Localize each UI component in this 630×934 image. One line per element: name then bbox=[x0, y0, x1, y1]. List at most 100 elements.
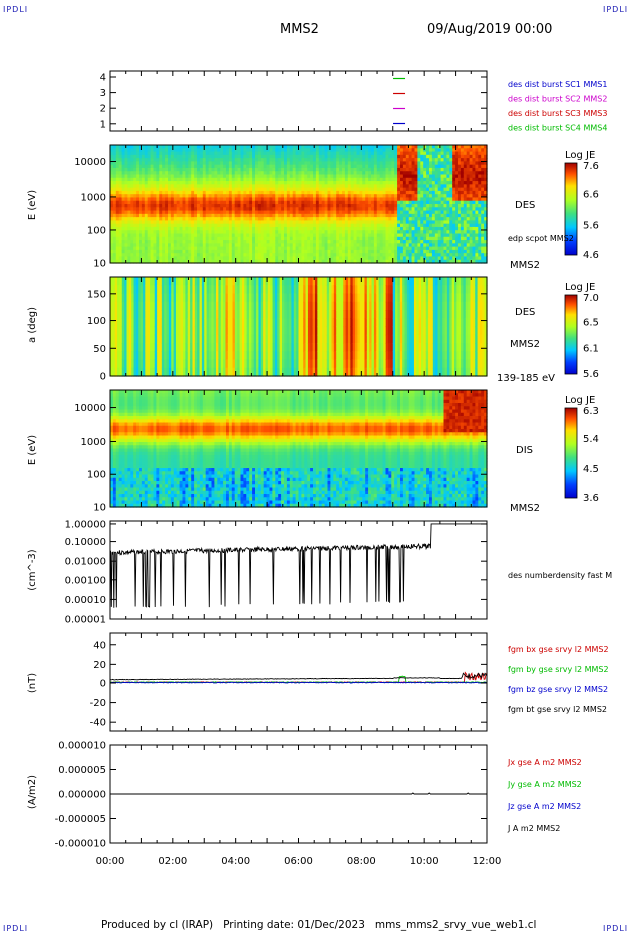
heatmap-cell bbox=[260, 167, 265, 172]
heatmap-cell bbox=[231, 259, 236, 264]
heatmap-cell bbox=[318, 236, 323, 241]
heatmap-cell bbox=[162, 207, 166, 212]
heatmap-cell bbox=[466, 233, 471, 238]
heatmap-cell bbox=[202, 207, 207, 212]
heatmap-cell bbox=[313, 207, 317, 212]
heatmap-cell bbox=[214, 184, 218, 189]
heatmap-cell bbox=[318, 253, 323, 258]
heatmap-cell bbox=[112, 200, 117, 205]
heatmap-cell bbox=[173, 174, 178, 179]
heatmap-cell bbox=[394, 233, 398, 238]
heatmap-cell bbox=[333, 226, 337, 231]
heatmap-cell bbox=[339, 200, 343, 205]
heatmap-cell bbox=[272, 233, 276, 238]
heatmap-cell bbox=[292, 184, 297, 189]
heatmap-cell bbox=[330, 154, 334, 159]
heatmap-cell bbox=[126, 301, 130, 311]
heatmap-cell bbox=[234, 243, 239, 248]
heatmap-cell bbox=[394, 210, 398, 215]
heatmap-cell bbox=[223, 246, 227, 251]
heatmap-cell bbox=[446, 161, 450, 166]
heatmap-cell bbox=[327, 190, 331, 195]
heatmap-cell bbox=[269, 223, 273, 228]
heatmap-cell bbox=[170, 246, 175, 251]
heatmap-cell bbox=[139, 200, 143, 205]
heatmap-cell bbox=[368, 187, 372, 192]
heatmap-cell bbox=[484, 187, 488, 192]
heatmap-cell bbox=[376, 259, 381, 264]
heatmap-cell bbox=[156, 253, 160, 258]
heatmap-cell bbox=[339, 259, 343, 264]
heatmap-cell bbox=[382, 253, 387, 258]
heatmap-cell bbox=[359, 154, 363, 159]
heatmap-cell bbox=[423, 151, 427, 156]
heatmap-cell bbox=[223, 184, 227, 189]
heatmap-cell bbox=[304, 207, 308, 212]
heatmap-cell bbox=[391, 164, 395, 169]
heatmap-cell bbox=[310, 207, 314, 212]
heatmap-cell bbox=[136, 197, 140, 202]
heatmap-cell bbox=[133, 277, 137, 286]
heatmap-cell bbox=[420, 194, 424, 199]
heatmap-cell bbox=[208, 207, 213, 212]
heatmap-cell bbox=[147, 236, 152, 241]
heatmap-cell bbox=[455, 223, 459, 228]
heatmap-cell bbox=[159, 167, 163, 172]
heatmap-cell bbox=[162, 226, 166, 231]
heatmap-cell bbox=[365, 151, 369, 156]
heatmap-cell bbox=[472, 187, 476, 192]
heatmap-cell bbox=[110, 187, 114, 192]
heatmap-cell bbox=[205, 240, 210, 244]
heatmap-cell bbox=[165, 171, 169, 176]
heatmap-cell bbox=[208, 246, 213, 251]
heatmap-cell bbox=[336, 259, 340, 264]
heatmap-cell bbox=[388, 174, 392, 179]
heatmap-cell bbox=[359, 207, 363, 212]
heatmap-cell bbox=[240, 174, 244, 179]
heatmap-cell bbox=[147, 177, 152, 182]
heatmap-cell bbox=[133, 200, 137, 205]
heatmap-cell bbox=[263, 213, 268, 218]
heatmap-cell bbox=[397, 187, 401, 192]
heatmap-cell bbox=[272, 171, 276, 176]
heatmap-cell bbox=[255, 213, 259, 218]
heatmap-cell bbox=[202, 151, 207, 156]
heatmap-cell bbox=[304, 259, 308, 264]
heatmap-cell bbox=[402, 171, 407, 176]
heatmap-cell bbox=[173, 187, 178, 192]
heatmap-cell bbox=[154, 334, 158, 344]
heatmap-cell bbox=[426, 246, 430, 251]
heatmap-cell bbox=[281, 197, 285, 202]
heatmap-cell bbox=[231, 210, 236, 215]
heatmap-cell bbox=[170, 210, 175, 215]
heatmap-cell bbox=[304, 158, 308, 162]
heatmap-cell bbox=[278, 174, 282, 179]
heatmap-cell bbox=[463, 240, 468, 244]
heatmap-cell bbox=[119, 334, 123, 344]
heatmap-cell bbox=[408, 187, 413, 192]
heatmap-cell bbox=[237, 236, 242, 241]
heatmap-cell bbox=[463, 164, 468, 169]
heatmap-cell bbox=[202, 177, 207, 182]
heatmap-cell bbox=[286, 190, 291, 195]
heatmap-cell bbox=[400, 158, 404, 162]
heatmap-cell bbox=[307, 217, 311, 221]
heatmap-cell bbox=[136, 240, 140, 244]
heatmap-cell bbox=[284, 256, 288, 261]
heatmap-cell bbox=[411, 184, 416, 189]
heatmap-cell bbox=[205, 197, 210, 202]
heatmap-cell bbox=[226, 256, 230, 261]
heatmap-cell bbox=[388, 167, 392, 172]
heatmap-cell bbox=[249, 210, 253, 215]
heatmap-cell bbox=[478, 158, 482, 162]
heatmap-cell bbox=[310, 249, 314, 254]
heatmap-cell bbox=[136, 194, 140, 199]
heatmap-cell bbox=[133, 326, 137, 336]
heatmap-cell bbox=[136, 259, 140, 264]
heatmap-cell bbox=[214, 243, 218, 248]
heatmap-cell bbox=[131, 318, 135, 328]
heatmap-cell bbox=[220, 259, 224, 264]
heatmap-cell bbox=[115, 145, 120, 149]
heatmap-cell bbox=[147, 204, 152, 208]
heatmap-cell bbox=[301, 154, 305, 159]
